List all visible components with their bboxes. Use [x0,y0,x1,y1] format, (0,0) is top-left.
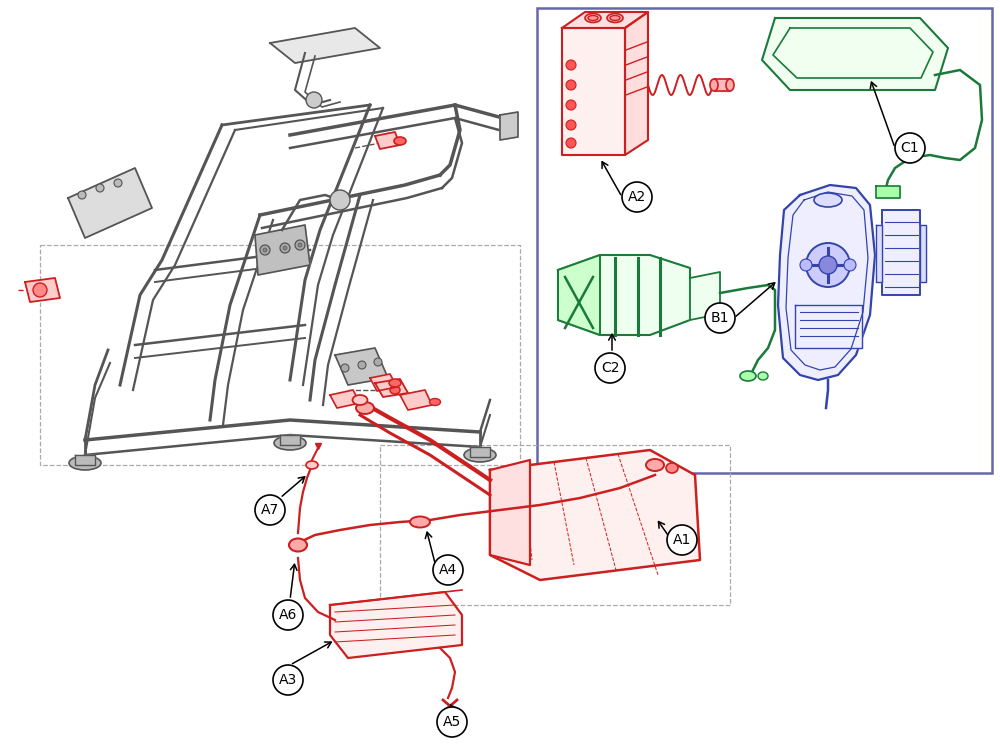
Polygon shape [882,210,920,295]
Circle shape [283,246,287,250]
Ellipse shape [585,14,601,23]
Polygon shape [562,12,648,28]
Circle shape [595,353,625,383]
Polygon shape [400,390,432,410]
Polygon shape [68,168,152,238]
Polygon shape [778,185,875,380]
Polygon shape [500,112,518,140]
Ellipse shape [814,193,842,207]
Circle shape [437,707,467,737]
Polygon shape [375,379,408,397]
Ellipse shape [352,395,368,405]
Circle shape [566,100,576,110]
Text: A6: A6 [279,608,297,622]
Polygon shape [75,455,95,465]
Polygon shape [876,186,900,198]
Polygon shape [715,79,730,91]
Polygon shape [562,28,625,155]
Polygon shape [690,272,720,320]
Ellipse shape [758,372,768,380]
Polygon shape [876,225,882,282]
Circle shape [433,555,463,585]
Polygon shape [375,132,400,149]
Circle shape [263,248,267,252]
Polygon shape [920,225,926,282]
Polygon shape [330,390,360,408]
Ellipse shape [710,79,718,91]
Circle shape [330,190,350,210]
Circle shape [255,495,285,525]
Polygon shape [558,255,600,335]
Circle shape [705,303,735,333]
Circle shape [260,245,270,255]
Polygon shape [490,460,530,565]
Circle shape [566,138,576,148]
Polygon shape [280,435,300,445]
Ellipse shape [289,538,307,551]
Ellipse shape [356,402,374,414]
Ellipse shape [394,137,406,145]
Circle shape [96,184,104,192]
Ellipse shape [588,16,598,20]
Circle shape [273,600,303,630]
Ellipse shape [726,79,734,91]
Circle shape [280,243,290,253]
Text: C1: C1 [901,141,919,155]
Circle shape [622,182,652,212]
Circle shape [844,259,856,271]
Ellipse shape [389,379,401,387]
Polygon shape [370,374,397,391]
Polygon shape [255,225,310,275]
Text: A3: A3 [279,673,297,687]
Circle shape [358,361,366,369]
Circle shape [33,283,47,297]
Text: B1: B1 [711,311,729,325]
Text: A7: A7 [261,503,279,517]
Ellipse shape [410,516,430,528]
Circle shape [667,525,697,555]
Circle shape [566,80,576,90]
Circle shape [800,259,812,271]
Polygon shape [330,592,462,658]
Ellipse shape [69,456,101,470]
Circle shape [566,120,576,130]
Circle shape [341,364,349,372]
Circle shape [298,243,302,247]
Ellipse shape [274,436,306,450]
Text: C2: C2 [601,361,619,375]
Circle shape [114,179,122,187]
Circle shape [566,60,576,70]
Circle shape [273,665,303,695]
Text: A1: A1 [673,533,691,547]
Ellipse shape [740,371,756,381]
Circle shape [895,133,925,163]
Polygon shape [470,447,490,457]
Circle shape [806,243,850,287]
Polygon shape [558,255,690,335]
Polygon shape [25,278,60,302]
Ellipse shape [430,398,440,405]
Circle shape [306,92,322,108]
Polygon shape [762,18,948,90]
Polygon shape [335,348,388,385]
Ellipse shape [464,448,496,462]
Ellipse shape [306,461,318,469]
Ellipse shape [666,463,678,473]
Circle shape [78,191,86,199]
Circle shape [819,256,837,274]
Circle shape [374,358,382,366]
Polygon shape [625,12,648,155]
Polygon shape [270,28,380,63]
Ellipse shape [390,386,400,394]
Text: A5: A5 [443,715,461,729]
Ellipse shape [610,16,620,20]
Ellipse shape [607,14,623,23]
Text: A4: A4 [439,563,457,577]
Ellipse shape [646,459,664,471]
Circle shape [295,240,305,250]
Polygon shape [490,450,700,580]
Polygon shape [795,305,862,348]
Text: A2: A2 [628,190,646,204]
Bar [537,8,992,473]
